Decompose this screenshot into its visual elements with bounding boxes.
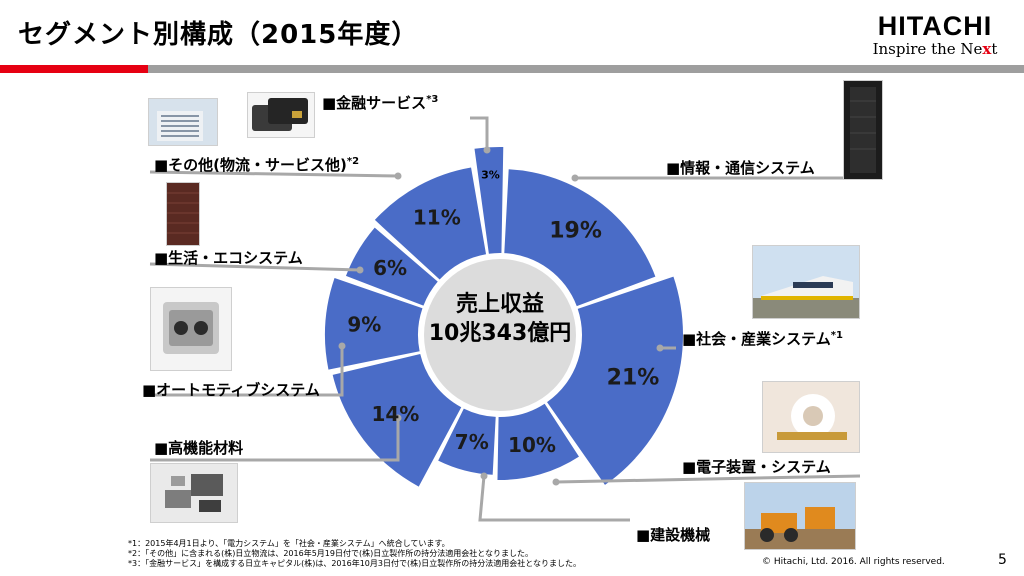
slice-value-label-1: 21% (607, 366, 660, 391)
building-photo (148, 98, 218, 146)
leader-line-3 (478, 475, 630, 522)
pie-slice-1 (547, 276, 683, 485)
leader-line-8 (470, 116, 489, 150)
leader-line-5 (146, 346, 344, 397)
header-divider-bar (148, 65, 1024, 73)
refrigerator-photo (166, 182, 200, 246)
leader-line-6 (149, 262, 361, 272)
label-high-functional-materials: ■高機能材料 (154, 439, 244, 457)
leader-dot-1 (656, 344, 664, 352)
label-construction-machinery: ■建設機械 (636, 526, 711, 544)
pie-slice-7 (374, 167, 487, 280)
leader-dot-0 (571, 174, 579, 182)
credit-cards-photo (247, 92, 315, 138)
pie-slice-6 (345, 227, 438, 306)
slice-value-label-0: 19% (549, 219, 602, 244)
leader-dot-8 (483, 146, 491, 154)
footnotes: *1：2015年4月1日より、「電力システム」を「社会・産業システム」へ統合して… (128, 539, 581, 569)
inverter-photo (150, 287, 232, 371)
leader-dot-3 (480, 472, 488, 480)
slice-value-label-4: 14% (371, 402, 419, 426)
leader-dot-4 (394, 414, 402, 422)
leader-dot-6 (356, 266, 364, 274)
footnote-2: *2：「その他」に含まれる(株)日立物流は、2016年5月19日付で(株)日立製… (128, 549, 533, 558)
page-title: セグメント別構成（2015年度） (18, 20, 419, 50)
label-others: ■その他(物流・サービス他)*2 (154, 156, 360, 174)
slice-value-label-6: 6% (373, 256, 407, 280)
train-photo (752, 245, 860, 319)
logo-wordmark: HITACHI (877, 11, 993, 41)
logo-tagline: Inspire the Next (872, 40, 998, 58)
leader-dot-2 (552, 478, 560, 486)
copyright: © Hitachi, Ltd. 2016. All rights reserve… (762, 557, 945, 567)
label-social-industry: ■社会・産業システム*1 (682, 330, 843, 348)
leader-dot-7 (394, 172, 402, 180)
label-electronic-systems: ■電子装置・システム (682, 458, 831, 476)
center-title: 売上収益 (455, 292, 544, 317)
label-smart-life-eco: ■生活・エコシステム (154, 249, 303, 267)
hitachi-logo: HITACHI Inspire the Next (860, 12, 1010, 58)
label-info-communication: ■情報・通信システム (666, 159, 815, 177)
label-financial-services: ■金融サービス*3 (322, 94, 439, 112)
pie-slice-5 (325, 278, 423, 370)
center-value: 10兆343億円 (428, 321, 572, 346)
page-number: 5 (998, 552, 1007, 568)
materials-photo (150, 463, 238, 523)
pie-slice-8 (474, 147, 504, 254)
center-total: 売上収益 10兆343億円 (405, 290, 595, 348)
leader-line-2 (555, 474, 861, 484)
footnote-1: *1：2015年4月1日より、「電力システム」を「社会・産業システム」へ統合して… (128, 539, 450, 548)
label-automotive-systems: ■オートモティブシステム (142, 381, 320, 399)
header-accent-bar (0, 65, 148, 73)
slice-value-label-2: 10% (508, 433, 556, 457)
pie-center-hole (424, 259, 576, 411)
slice-value-label-5: 9% (347, 312, 381, 336)
pie-slice-0 (504, 169, 656, 307)
pie-slice-2 (497, 403, 579, 480)
slice-value-label-8: 3% (481, 168, 500, 181)
slice-value-label-7: 11% (413, 206, 461, 230)
leader-line-7 (149, 170, 399, 178)
excavator-photo (744, 482, 856, 550)
leader-line-4 (150, 418, 400, 462)
leader-dot-5 (338, 342, 346, 350)
server-rack-photo (843, 80, 883, 180)
medical-scanner-photo (762, 381, 860, 453)
pie-slice-3 (438, 408, 496, 475)
slice-value-label-3: 7% (455, 430, 489, 454)
footnote-3: *3：「金融サービス」を構成する日立キャピタル(株)は、2016年10月3日付で… (128, 559, 581, 568)
